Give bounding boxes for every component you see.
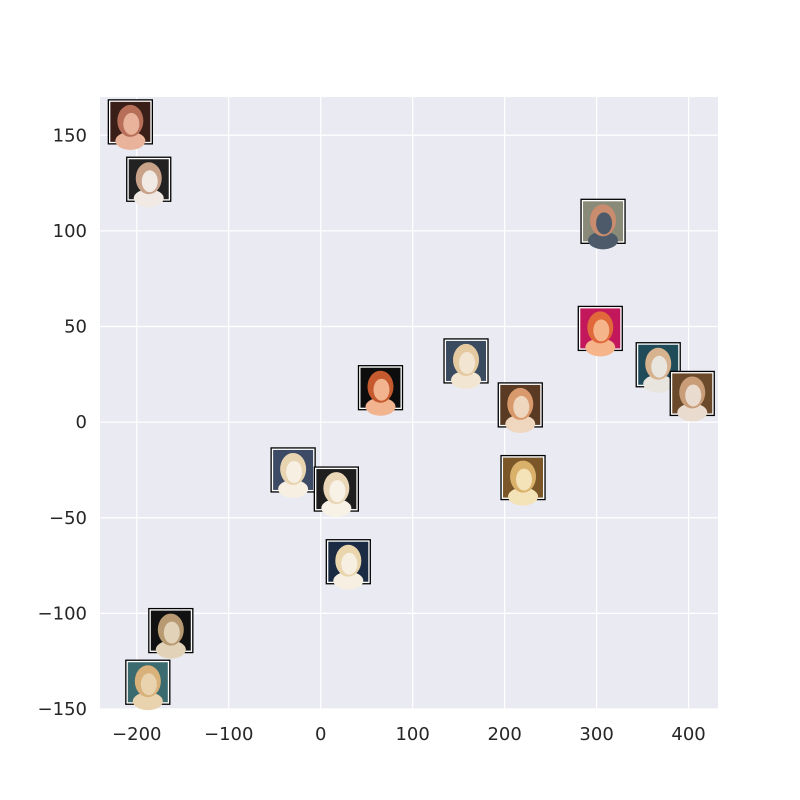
- thumbnail-shoulders: [508, 487, 539, 506]
- x-tick-label: 100: [395, 724, 429, 745]
- data-point-2: [580, 198, 626, 250]
- y-tick-label: 50: [64, 317, 87, 338]
- portrait-icon: [140, 673, 157, 696]
- data-point-0: [107, 99, 153, 150]
- thumbnail-shoulders: [132, 692, 163, 711]
- data-point-5: [635, 342, 681, 393]
- portrait-icon: [685, 384, 702, 407]
- data-point-9: [500, 454, 546, 506]
- data-point-1: [126, 156, 172, 208]
- data-point-8: [669, 370, 715, 422]
- data-point-7: [497, 382, 543, 433]
- data-point-14: [125, 659, 171, 711]
- y-axis-tick-labels: −150 −100 −50 0 50 100 150: [38, 125, 87, 720]
- portrait-icon: [516, 468, 533, 491]
- x-tick-label: 300: [579, 724, 613, 745]
- portrait-icon: [651, 355, 668, 378]
- x-tick-label: −100: [204, 724, 253, 745]
- thumbnail-shoulders: [677, 403, 708, 422]
- data-point-4: [443, 338, 489, 389]
- portrait-icon: [459, 351, 476, 374]
- x-tick-label: 0: [315, 724, 326, 745]
- y-tick-label: −50: [49, 508, 87, 529]
- thumbnail-shoulders: [451, 370, 482, 389]
- portrait-icon: [593, 319, 610, 342]
- thumbnail-shoulders: [321, 499, 352, 518]
- data-point-6: [357, 365, 404, 416]
- y-tick-label: −100: [38, 603, 87, 624]
- y-tick-label: 100: [53, 221, 87, 242]
- thumbnail-shoulders: [333, 571, 364, 590]
- data-point-10: [270, 447, 316, 498]
- thumbnail-shoulders: [505, 414, 536, 433]
- portrait-icon: [373, 378, 390, 401]
- data-point-13: [148, 607, 194, 659]
- thumbnail-shoulders: [155, 640, 186, 659]
- data-points: [107, 99, 715, 711]
- y-tick-label: −150: [38, 699, 87, 720]
- data-point-11: [313, 466, 359, 518]
- thumbnail-shoulders: [643, 374, 674, 393]
- x-tick-label: −200: [112, 724, 161, 745]
- thumbnail-shoulders: [585, 338, 616, 357]
- grid: [100, 97, 718, 710]
- y-tick-label: 0: [76, 412, 87, 433]
- data-point-3: [577, 305, 623, 357]
- portrait-icon: [123, 112, 140, 135]
- thumbnail-shoulders: [133, 189, 164, 208]
- portrait-icon: [329, 480, 346, 503]
- portrait-icon: [163, 621, 180, 644]
- thumbnail-shoulders: [278, 479, 309, 498]
- x-axis-tick-labels: −200 −100 0 100 200 300 400: [112, 724, 706, 745]
- portrait-icon: [141, 170, 158, 193]
- thumbnail-shoulders: [115, 131, 146, 150]
- thumbnail-shoulders: [588, 231, 619, 250]
- data-point-12: [325, 539, 371, 590]
- portrait-icon: [286, 460, 303, 483]
- thumbnail-shoulders: [365, 397, 396, 416]
- y-tick-label: 150: [53, 125, 87, 146]
- portrait-icon: [341, 552, 358, 575]
- x-tick-label: 400: [671, 724, 705, 745]
- x-tick-label: 200: [487, 724, 521, 745]
- portrait-icon: [513, 395, 530, 418]
- portrait-icon: [596, 212, 613, 235]
